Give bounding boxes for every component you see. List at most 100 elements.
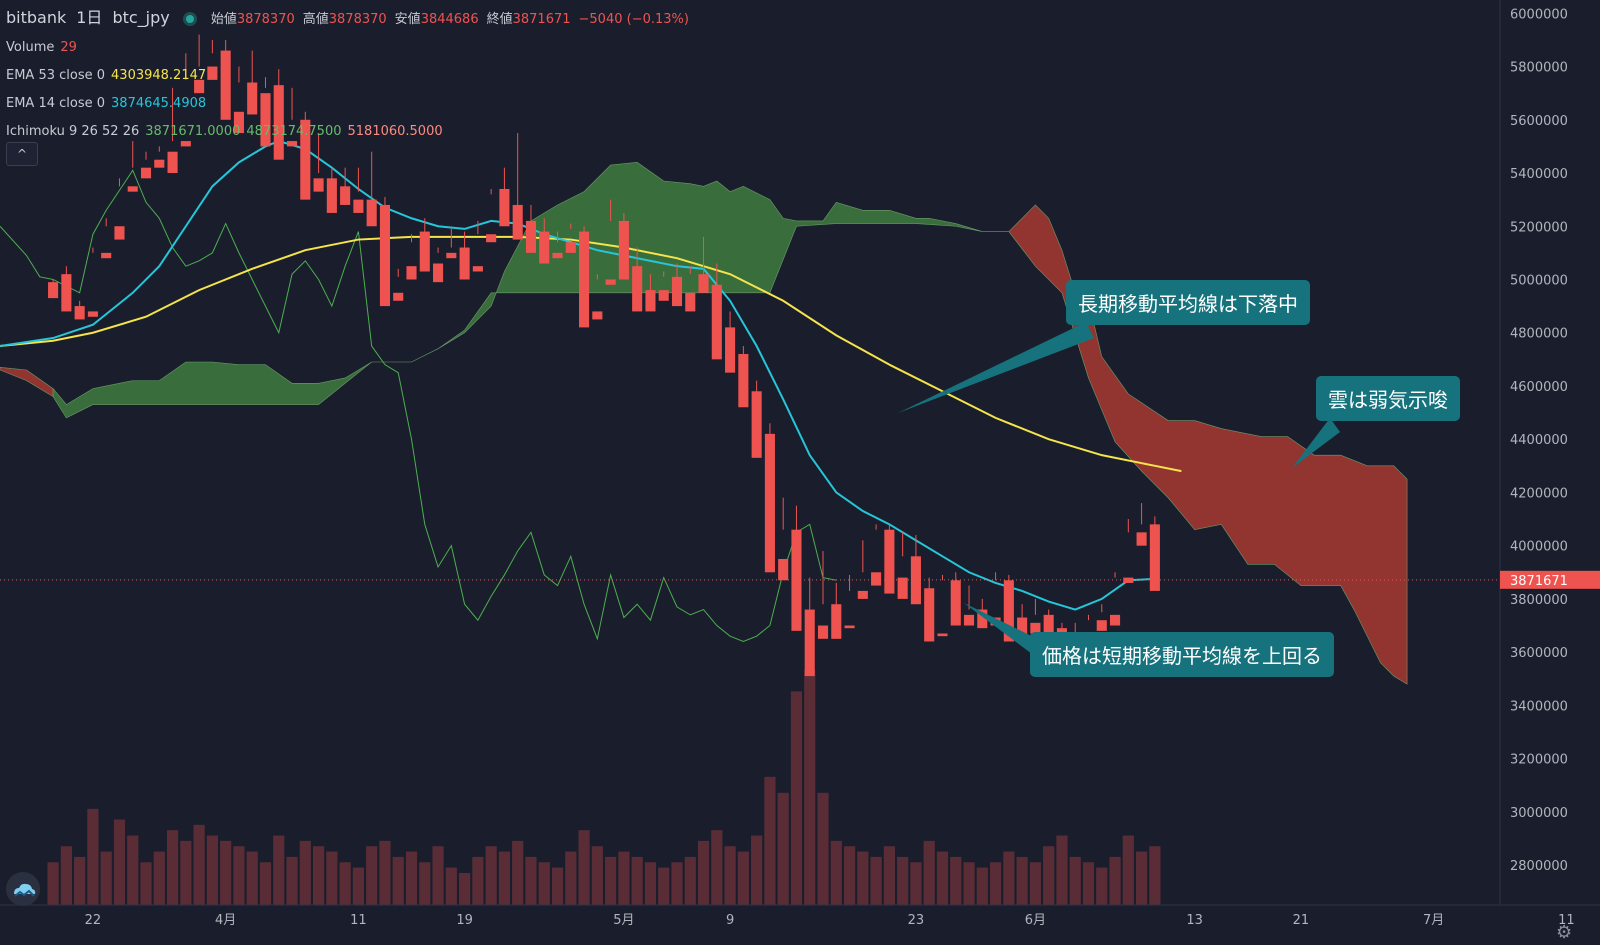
ichimoku-value-1: 3871671.0000 bbox=[145, 124, 241, 139]
close-value: 3871671 bbox=[512, 12, 571, 27]
candle-body bbox=[831, 604, 842, 639]
candle-body bbox=[512, 204, 523, 240]
volume-bar bbox=[259, 862, 272, 905]
x-tick-label: 21 bbox=[1293, 913, 1310, 928]
x-tick-label: 23 bbox=[908, 913, 925, 928]
candle-body bbox=[910, 556, 921, 605]
x-tick-label: 7月 bbox=[1423, 913, 1444, 928]
cloud-bear bbox=[982, 204, 1408, 685]
volume-bar bbox=[538, 862, 550, 905]
candle-body bbox=[326, 178, 337, 213]
collapse-legend-button[interactable]: ^ bbox=[6, 142, 38, 166]
candle-body bbox=[764, 433, 775, 573]
candle-body bbox=[924, 588, 935, 642]
annotation-cloud[interactable]: 雲は弱気示唆 bbox=[1316, 376, 1460, 421]
volume-bar bbox=[74, 856, 86, 905]
candle-body bbox=[207, 66, 218, 80]
volume-bar bbox=[472, 856, 484, 905]
volume-bar bbox=[578, 830, 590, 905]
volume-bar bbox=[432, 846, 444, 905]
volume-bar bbox=[273, 835, 285, 905]
volume-bar bbox=[352, 867, 364, 905]
candle-body bbox=[804, 609, 815, 677]
volume-bar bbox=[1043, 846, 1055, 905]
volume-bar bbox=[127, 835, 139, 905]
candle-body bbox=[525, 220, 537, 253]
y-tick-label: 6000000 bbox=[1510, 7, 1568, 22]
ema14-line bbox=[0, 140, 1155, 611]
annotation-long-ma-pointer bbox=[898, 322, 1094, 413]
candle-body bbox=[871, 572, 882, 586]
candle-body bbox=[273, 85, 284, 160]
y-tick-label: 3000000 bbox=[1510, 806, 1568, 821]
candle-body bbox=[1096, 620, 1107, 631]
volume-bar bbox=[976, 867, 988, 905]
volume-bar bbox=[153, 851, 165, 905]
annotation-long-ma[interactable]: 長期移動平均線は下落中 bbox=[1066, 280, 1310, 325]
candle-body bbox=[857, 590, 868, 599]
candle-body bbox=[565, 242, 576, 253]
x-tick-label: 5月 bbox=[613, 913, 634, 928]
candle-body bbox=[698, 274, 709, 293]
current-price-tag bbox=[1500, 570, 1600, 589]
volume-bar bbox=[459, 872, 471, 905]
volume-bar bbox=[697, 840, 710, 905]
y-tick-label: 4800000 bbox=[1510, 327, 1568, 342]
candle-body bbox=[459, 247, 470, 280]
volume-bar bbox=[87, 808, 99, 905]
volume-label: Volume bbox=[6, 40, 55, 55]
ema14-legend[interactable]: EMA 14 close 0 3874645.4908 bbox=[6, 90, 699, 118]
y-tick-label: 3800000 bbox=[1510, 593, 1568, 608]
symbol-row: bitbank 1日 btc_jpy 始値3878370 高値3878370 安値384… bbox=[6, 4, 699, 34]
ema53-line bbox=[0, 235, 1182, 473]
volume-bar bbox=[498, 851, 510, 905]
candle-body bbox=[1017, 617, 1028, 637]
candle-body bbox=[884, 529, 895, 594]
x-tick-label: 4月 bbox=[215, 913, 236, 928]
annotation-cloud-pointer bbox=[1292, 418, 1340, 468]
x-tick-label: 11 bbox=[1558, 913, 1575, 928]
candle-body bbox=[725, 327, 736, 373]
candle-body bbox=[74, 306, 85, 320]
volume-bar bbox=[963, 862, 975, 905]
volume-bar bbox=[1029, 862, 1041, 905]
candle-body bbox=[220, 50, 231, 120]
volume-bar bbox=[525, 856, 537, 905]
candle-body bbox=[592, 311, 603, 320]
volume-bar bbox=[1056, 835, 1068, 905]
volume-bar bbox=[843, 846, 856, 905]
y-tick-label: 4000000 bbox=[1510, 540, 1568, 555]
x-tick-label: 13 bbox=[1186, 913, 1203, 928]
y-tick-label: 5600000 bbox=[1510, 114, 1568, 129]
annotation-price[interactable]: 価格は短期移動平均線を上回る bbox=[1030, 632, 1334, 677]
volume-bar bbox=[671, 862, 683, 905]
candle-body bbox=[817, 625, 829, 639]
candle-body bbox=[340, 186, 351, 205]
candle-body bbox=[605, 279, 616, 285]
volume-bar bbox=[737, 851, 749, 905]
y-tick-label: 2800000 bbox=[1510, 859, 1568, 874]
symbol-name[interactable]: btc_jpy bbox=[112, 8, 170, 27]
volume-bar bbox=[113, 819, 126, 905]
volume-bar bbox=[313, 846, 325, 905]
volume-bar bbox=[950, 856, 962, 905]
interval-label[interactable]: 1日 bbox=[76, 8, 103, 27]
candle-body bbox=[977, 609, 988, 629]
settings-gear-icon[interactable]: ⚙ bbox=[1556, 922, 1573, 943]
candle-body bbox=[552, 252, 563, 259]
volume-bar bbox=[339, 862, 351, 905]
volume-bar bbox=[193, 824, 205, 905]
volume-bar bbox=[47, 862, 59, 905]
ema53-legend[interactable]: EMA 53 close 0 4303948.2147 bbox=[6, 62, 699, 90]
volume-legend[interactable]: Volume 29 bbox=[6, 34, 699, 62]
volume-bar bbox=[724, 846, 736, 905]
volume-value: 29 bbox=[60, 40, 77, 55]
volume-bar bbox=[764, 776, 776, 905]
candle-body bbox=[48, 282, 59, 299]
y-tick-label: 4400000 bbox=[1510, 433, 1568, 448]
ichimoku-legend[interactable]: Ichimoku 9 26 52 26 3871671.0000 4873174.7… bbox=[6, 118, 699, 146]
volume-bar bbox=[233, 846, 245, 905]
tradingview-logo[interactable] bbox=[6, 872, 40, 906]
candle-body bbox=[632, 266, 643, 312]
candle-body bbox=[286, 141, 298, 147]
